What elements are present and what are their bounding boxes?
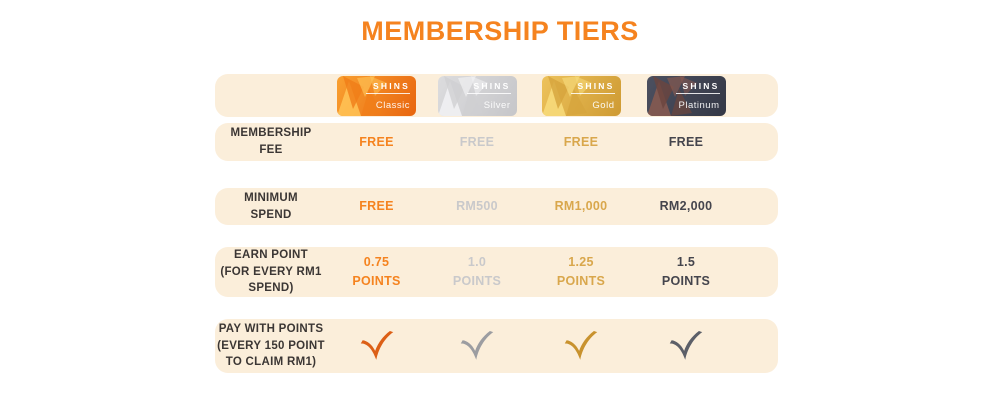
silver-card-brand: SHINS — [473, 80, 511, 91]
platinum-card: SHINS Platinum — [646, 75, 726, 116]
silver-card-name: Silver — [483, 99, 511, 111]
minimum-spend-row: MINIMUM SPEND FREE RM500 RM1,000 RM2,000 — [215, 188, 778, 225]
gold-earn-point: 1.25 POINTS — [556, 255, 606, 288]
page-title: MEMBERSHIP TIERS — [361, 16, 639, 46]
silver-earn-point: 1.0 POINTS — [452, 255, 502, 288]
classic-card-facet-pattern — [337, 75, 387, 116]
platinum-card-facet-pattern — [646, 75, 697, 116]
silver-pay-with-points — [426, 319, 528, 373]
silver-card: SHINS Silver — [437, 75, 517, 116]
platinum-card-brand: SHINS — [682, 80, 720, 91]
classic-earn-point: 0.75 POINTS — [352, 255, 401, 288]
silver-card-facet-pattern — [437, 75, 488, 116]
header-empty-cell — [215, 74, 327, 117]
check-icon — [669, 330, 703, 360]
silver-minimum-spend: RM500 — [456, 199, 498, 214]
classic-card: SHINS Classic — [337, 75, 416, 116]
gold-card-brand: SHINS — [577, 80, 615, 91]
silver-membership-fee: FREE — [459, 134, 495, 149]
gold-card: SHINS Gold — [541, 75, 621, 116]
classic-pay-with-points — [327, 319, 426, 373]
gold-membership-fee: FREE — [563, 134, 599, 149]
platinum-membership-fee: FREE — [668, 134, 704, 149]
gold-minimum-spend: RM1,000 — [554, 199, 608, 214]
brand-underline — [570, 92, 615, 94]
brand-underline — [675, 92, 720, 94]
classic-card-brand: SHINS — [373, 80, 410, 91]
platinum-pay-with-points — [634, 319, 738, 373]
brand-underline — [366, 92, 410, 94]
brand-underline — [466, 92, 511, 94]
minimum-spend-label: MINIMUM SPEND — [244, 191, 298, 221]
gold-card-name: Gold — [592, 99, 615, 111]
gold-pay-with-points — [528, 319, 634, 373]
earn-point-row: EARN POINT (FOR EVERY RM1 SPEND) 0.75 PO… — [215, 247, 778, 297]
platinum-minimum-spend: RM2,000 — [659, 199, 713, 214]
check-icon — [564, 330, 598, 360]
pay-with-points-row: PAY WITH POINTS (EVERY 150 POINT TO CLAI… — [215, 319, 778, 373]
gold-card-facet-pattern — [541, 75, 592, 116]
check-icon — [360, 330, 393, 360]
membership-fee-row: MEMBERSHIP FEE FREE FREE FREE FREE — [215, 123, 778, 161]
check-icon — [460, 330, 494, 360]
tier-cards-row: SHINS Classic SHINS Silver — [215, 74, 778, 117]
earn-point-label: EARN POINT (FOR EVERY RM1 SPEND) — [220, 249, 322, 295]
classic-minimum-spend: FREE — [359, 199, 394, 214]
membership-fee-label: MEMBERSHIP FEE — [230, 127, 312, 156]
platinum-earn-point: 1.5 POINTS — [661, 255, 711, 288]
classic-card-name: Classic — [375, 99, 410, 111]
pay-with-points-label: PAY WITH POINTS (EVERY 150 POINT TO CLAI… — [217, 322, 325, 369]
classic-membership-fee: FREE — [359, 134, 394, 149]
platinum-card-name: Platinum — [678, 99, 720, 111]
